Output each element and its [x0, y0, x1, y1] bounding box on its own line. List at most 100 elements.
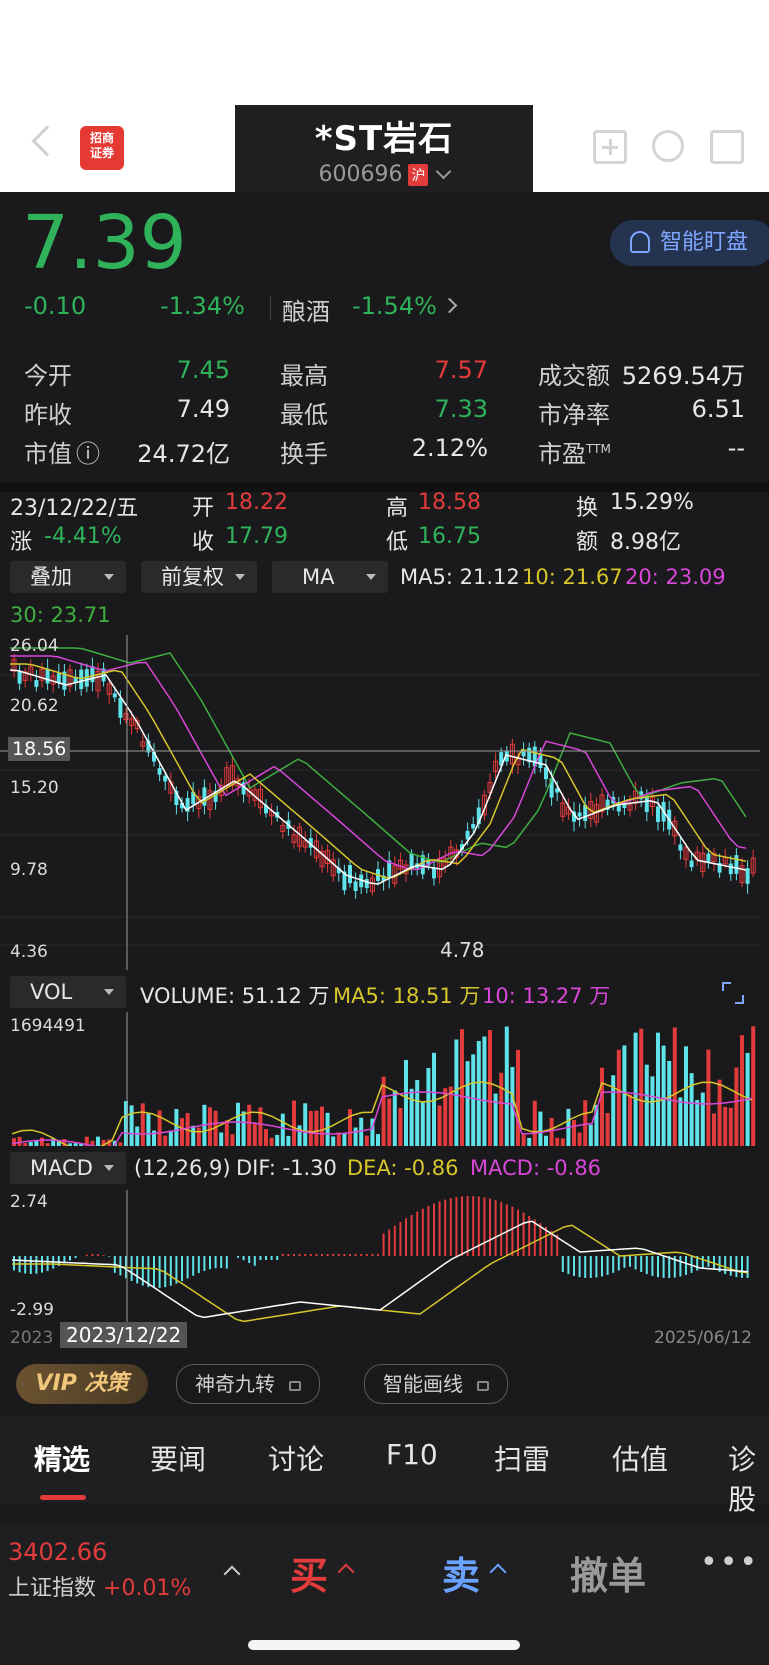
chevron-down-icon[interactable]	[436, 163, 452, 180]
volume-bar	[684, 1046, 688, 1146]
kline-chart[interactable]	[0, 630, 769, 970]
volume-bar	[521, 1134, 526, 1146]
tab-6[interactable]: 诊股	[728, 1443, 757, 1516]
candle	[616, 802, 621, 812]
info-icon[interactable]: ⓘ	[76, 440, 100, 468]
overlay-dropdown[interactable]: 叠加	[10, 561, 126, 593]
tab-5[interactable]: 估值	[612, 1443, 669, 1476]
tab-3[interactable]: F10	[386, 1438, 438, 1471]
stock-code-row[interactable]: 600696 沪	[235, 162, 533, 187]
candle	[717, 862, 722, 873]
index-value[interactable]: 3402.66	[8, 1538, 108, 1566]
volume-bar	[616, 1049, 621, 1146]
candle	[739, 865, 745, 884]
price-axis-2: 20.62	[10, 696, 59, 716]
volume-chart[interactable]	[0, 1012, 769, 1146]
volume-bar	[152, 1130, 156, 1146]
candle	[627, 804, 633, 811]
volume-bar	[84, 1136, 89, 1146]
volume-bar	[454, 1039, 459, 1146]
volume-bar	[516, 1049, 520, 1146]
buy-button[interactable]: 买	[290, 1545, 328, 1600]
day-chg: -4.41%	[44, 524, 122, 549]
candle	[246, 787, 252, 797]
candle	[174, 790, 179, 806]
sector-name[interactable]: 酿酒	[282, 298, 330, 326]
volume-bar	[622, 1045, 627, 1146]
volume-bar	[415, 1079, 420, 1146]
candle	[555, 788, 560, 793]
candle	[302, 840, 308, 848]
volume-bar	[527, 1137, 532, 1146]
cancel-order-button[interactable]: 撤单	[570, 1554, 647, 1598]
volume-bar	[90, 1140, 95, 1146]
stat-label: 换手	[280, 440, 328, 468]
volume-bar	[280, 1113, 285, 1146]
tab-0[interactable]: 精选	[34, 1443, 91, 1476]
search-icon[interactable]	[652, 130, 684, 162]
volume-bar	[376, 1134, 380, 1146]
tab-4[interactable]: 扫雷	[494, 1443, 551, 1476]
volume-bar	[432, 1052, 436, 1146]
volume-bar	[667, 1060, 672, 1146]
stat-label: 成交额	[538, 362, 610, 390]
chg-label: 涨	[10, 530, 33, 555]
candle	[728, 863, 733, 875]
candle	[180, 802, 184, 809]
add-watchlist-icon[interactable]	[593, 130, 627, 164]
volume-bar	[740, 1035, 744, 1146]
smart-watch-label: 智能盯盘	[660, 230, 749, 255]
volume-bar	[639, 1028, 644, 1146]
candle	[504, 751, 509, 762]
sell-button[interactable]: 卖	[442, 1545, 480, 1600]
candle	[34, 680, 39, 687]
tab-1[interactable]: 要闻	[150, 1443, 207, 1476]
volume-bar	[140, 1103, 145, 1146]
macd-chart[interactable]	[0, 1190, 769, 1322]
candle	[369, 877, 375, 892]
home-indicator	[248, 1640, 520, 1650]
open-label: 开	[192, 496, 215, 521]
candle	[319, 850, 325, 868]
volume-bar	[62, 1139, 67, 1146]
candle	[678, 844, 683, 851]
volume-bar	[672, 1027, 677, 1146]
volume-bar	[605, 1113, 610, 1146]
volume-bar	[336, 1132, 341, 1146]
candle	[163, 775, 168, 782]
sector-pct[interactable]: -1.54%	[352, 292, 437, 320]
tab-2[interactable]: 讨论	[268, 1443, 325, 1476]
more-icon[interactable]: •••	[700, 1545, 760, 1580]
volume-bar	[448, 1086, 453, 1146]
smart-draw-button[interactable]: 智能画线	[364, 1364, 509, 1404]
index-name-row[interactable]: 上证指数 +0.01%	[8, 1570, 191, 1602]
ma30-line	[10, 647, 747, 863]
candle	[364, 879, 369, 889]
volume-bar	[751, 1026, 756, 1146]
dif-line	[11, 1220, 749, 1319]
candle	[348, 865, 352, 884]
volume-bar	[320, 1106, 324, 1146]
price-axis-4: 9.78	[10, 860, 48, 880]
candle	[241, 782, 246, 795]
indicator-dropdown[interactable]: MA	[272, 561, 388, 593]
stat-value: 7.45	[176, 356, 230, 384]
share-icon[interactable]	[710, 130, 744, 164]
stock-title[interactable]: *ST岩石 600696 沪	[235, 105, 533, 192]
magic-nine-button[interactable]: 神奇九转	[176, 1364, 321, 1404]
expand-icon[interactable]	[722, 982, 744, 1004]
vol-dropdown[interactable]: VOL	[10, 976, 126, 1008]
day-amount: 8.98亿	[610, 530, 681, 555]
candle	[509, 743, 515, 765]
adjust-dropdown[interactable]: 前复权	[141, 561, 257, 593]
vol-ma5-legend: MA5: 18.51 万	[333, 984, 481, 1008]
macd-dropdown[interactable]: MACD	[10, 1152, 126, 1184]
smart-watch-button[interactable]: 智能盯盘	[610, 220, 769, 266]
vip-decision-button[interactable]: VIP 决策	[16, 1364, 148, 1404]
volume-bar	[661, 1045, 666, 1146]
close-label: 收	[192, 530, 215, 555]
volume-bar	[594, 1104, 599, 1146]
candle	[644, 797, 649, 812]
candle	[656, 806, 660, 823]
volume-bar	[124, 1101, 128, 1146]
